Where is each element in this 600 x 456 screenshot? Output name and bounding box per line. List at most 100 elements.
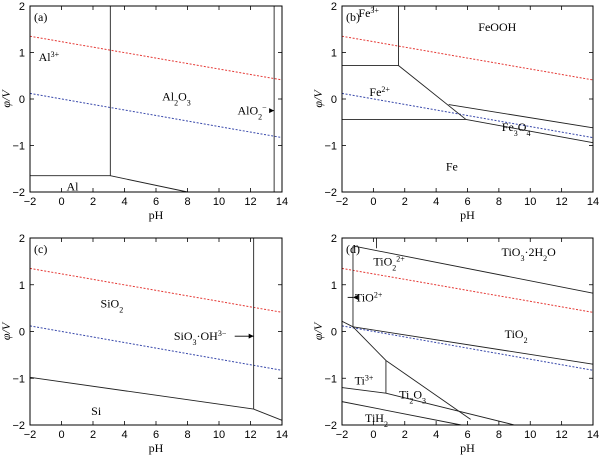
- arrow-head-icon: [269, 108, 275, 114]
- region-label: TiO3·2H2O: [502, 245, 557, 263]
- y-axis-label: φ/V: [311, 89, 325, 108]
- x-axis-label: pH: [460, 441, 475, 455]
- x-tick-label: 12: [244, 196, 256, 208]
- y-tick-label: 1: [19, 280, 25, 292]
- boundary-line: [341, 387, 386, 394]
- x-tick-label: −2: [336, 429, 349, 441]
- y-tick-label: −2: [324, 187, 337, 199]
- region-label: AlO2−: [237, 103, 267, 121]
- x-tick-label: 2: [90, 196, 96, 208]
- x-tick-label: 8: [496, 429, 502, 441]
- boundary-line: [341, 401, 462, 426]
- x-tick-label: −2: [336, 196, 349, 208]
- y-tick-label: 0: [19, 327, 25, 339]
- region-label: Si: [91, 404, 102, 418]
- hydrogen-line: [341, 325, 594, 371]
- oxygen-line: [341, 267, 594, 313]
- x-tick-label: 4: [121, 196, 127, 208]
- y-axis-label: φ/V: [0, 321, 13, 340]
- y-tick-label: 2: [331, 1, 337, 13]
- x-tick-label: 4: [433, 196, 439, 208]
- x-tick-label: 14: [587, 196, 599, 208]
- panel-label: (a): [34, 10, 47, 24]
- boundary-line: [385, 392, 515, 426]
- y-tick-label: −1: [12, 141, 25, 153]
- y-tick-label: 2: [19, 233, 25, 245]
- y-tick-label: 0: [331, 327, 337, 339]
- boundary-line: [465, 119, 594, 144]
- region-label: Ti2O3: [399, 388, 426, 406]
- x-tick-label: 6: [153, 196, 159, 208]
- region-label: Fe: [446, 159, 458, 173]
- y-tick-label: −1: [324, 373, 337, 385]
- x-tick-label: 8: [496, 196, 502, 208]
- oxygen-line: [341, 35, 594, 81]
- x-tick-label: 6: [464, 196, 470, 208]
- plot-frame: [29, 237, 283, 426]
- y-axis-label: φ/V: [311, 321, 325, 340]
- panel-label: (b): [346, 10, 360, 24]
- oxygen-line: [29, 267, 283, 313]
- region-label: Al2O3: [162, 90, 191, 108]
- panel-a: −2 0 2 4 6 8 10 12 14−2−1012pHφ/V(a)Al3+Al2O3AlO…: [0, 1, 288, 222]
- boundary-line: [352, 245, 594, 294]
- x-tick-label: 14: [276, 196, 288, 208]
- region-label: SiO2: [101, 296, 124, 314]
- region-label: TiO2: [505, 327, 528, 345]
- boundary-line: [448, 104, 594, 129]
- x-tick-label: 14: [276, 429, 288, 441]
- x-tick-label: 14: [587, 429, 599, 441]
- hydrogen-line: [29, 92, 283, 139]
- region-label: Ti3+: [355, 373, 374, 388]
- x-tick-label: −2: [24, 429, 37, 441]
- x-tick-label: 12: [556, 196, 568, 208]
- y-tick-label: −2: [12, 187, 25, 199]
- x-tick-label: 12: [244, 429, 256, 441]
- plot-frame: [29, 5, 283, 193]
- x-tick-label: 8: [184, 429, 190, 441]
- x-tick-label: 6: [464, 429, 470, 441]
- region-label: Fe3O4: [502, 120, 531, 138]
- region-label: TiH2: [365, 411, 388, 429]
- panel-b: −2 0 2 4 6 8 10 12 14−2−1012pHφ/V(b)Fe3+FeOOHFe2…: [311, 1, 599, 222]
- y-tick-label: 1: [331, 48, 337, 60]
- boundary-line: [352, 326, 594, 365]
- x-tick-label: 0: [370, 429, 376, 441]
- x-axis-label: pH: [149, 441, 164, 455]
- y-tick-label: 2: [19, 1, 25, 13]
- x-axis-label: pH: [149, 208, 164, 222]
- y-tick-label: 0: [331, 94, 337, 106]
- y-tick-label: −1: [12, 373, 25, 385]
- region-label: Fe3+: [358, 5, 379, 20]
- boundary-line: [385, 360, 471, 420]
- x-tick-label: 0: [370, 196, 376, 208]
- x-tick-label: 2: [90, 429, 96, 441]
- region-label: TiO22+: [373, 254, 405, 272]
- y-axis-label: φ/V: [0, 89, 13, 108]
- x-tick-label: 10: [524, 429, 536, 441]
- hydrogen-line: [29, 325, 283, 371]
- y-tick-label: −2: [12, 420, 25, 432]
- y-tick-label: 0: [19, 94, 25, 106]
- arrow-head-icon: [248, 333, 254, 339]
- boundary-line: [253, 408, 283, 421]
- region-label: Al3+: [39, 50, 60, 65]
- x-tick-label: 12: [556, 429, 568, 441]
- panel-c: −2 0 2 4 6 8 10 12 14−2−1012pHφ/V(c)SiO2SiO3·OH3…: [0, 233, 288, 455]
- panel-label: (d): [346, 242, 360, 256]
- arrow-head-icon: [352, 294, 358, 300]
- y-tick-label: 1: [19, 48, 25, 60]
- boundary-line: [29, 376, 254, 410]
- y-tick-label: 2: [331, 233, 337, 245]
- hydrogen-line: [341, 92, 594, 139]
- boundary-line: [110, 175, 188, 193]
- region-label: Al: [67, 179, 80, 193]
- x-tick-label: 2: [402, 429, 408, 441]
- panel-label: (c): [34, 242, 47, 256]
- region-label: SiO3·OH3−: [174, 329, 227, 347]
- region-label: FeOOH: [478, 20, 516, 34]
- x-tick-label: 4: [433, 429, 439, 441]
- x-tick-label: 10: [213, 429, 225, 441]
- x-tick-label: 10: [213, 196, 225, 208]
